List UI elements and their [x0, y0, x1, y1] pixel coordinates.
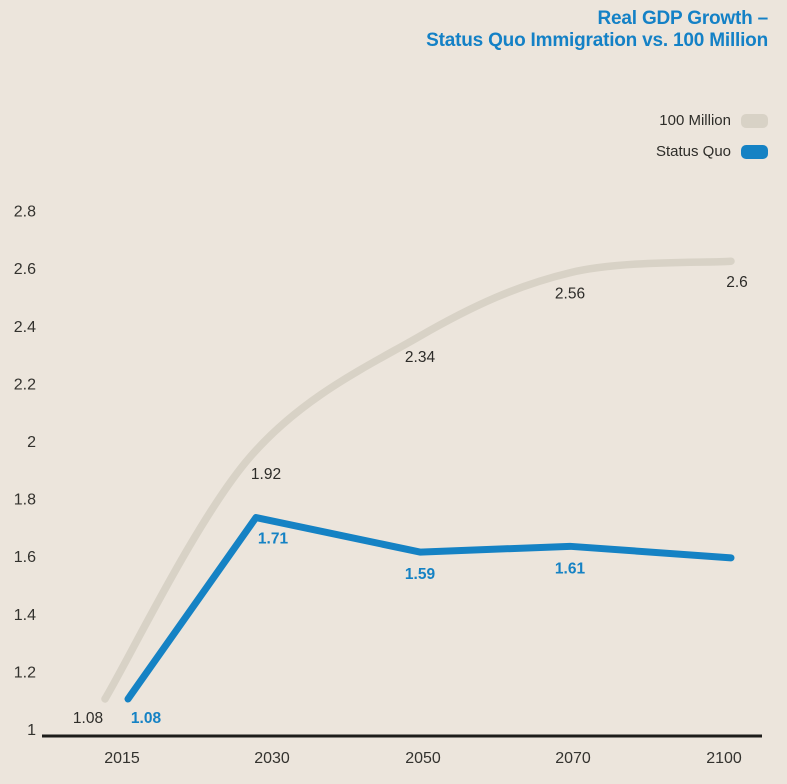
- legend-item-status-quo: Status Quo: [655, 143, 768, 160]
- data-point-label-100-million: 2.56: [555, 286, 585, 303]
- legend-label-100-million: 100 Million: [659, 112, 731, 129]
- data-point-label-status-quo: 1.71: [258, 531, 289, 548]
- legend-swatch-100-million: [741, 113, 768, 128]
- y-tick-label: 2.6: [14, 261, 36, 278]
- x-tick-label: 2030: [254, 750, 290, 767]
- y-tick-label: 2.4: [14, 319, 36, 336]
- x-tick-label: 2070: [555, 750, 591, 767]
- y-tick-label: 2.2: [14, 376, 36, 393]
- legend-label-status-quo: Status Quo: [655, 143, 731, 160]
- data-point-label-100-million: 1.08: [73, 710, 103, 727]
- chart-title-line1: Real GDP Growth –: [597, 8, 769, 29]
- data-point-label-100-million: 2.34: [405, 349, 436, 366]
- series-line-status-quo: [124, 514, 735, 703]
- x-tick-label: 2100: [706, 750, 742, 767]
- y-tick-label: 1.4: [14, 607, 36, 624]
- legend-item-100-million: 100 Million: [656, 112, 768, 129]
- x-tick-label: 2050: [405, 750, 441, 767]
- y-tick-label: 1: [27, 722, 36, 739]
- data-point-label-status-quo: 1.59: [405, 566, 436, 583]
- y-tick-label: 2: [27, 434, 36, 451]
- chart-legend: 100 Million Status Quo: [655, 112, 768, 175]
- data-point-label-100-million: 2.6: [726, 274, 748, 291]
- chart-title: Real GDP Growth – Status Quo Immigration…: [426, 8, 768, 52]
- legend-swatch-status-quo: [741, 144, 768, 159]
- data-point-label-100-million: 1.92: [251, 466, 281, 483]
- x-tick-label: 2015: [104, 750, 140, 767]
- y-tick-label: 2.8: [14, 204, 36, 221]
- y-tick-label: 1.8: [14, 492, 36, 509]
- y-tick-label: 1.6: [14, 549, 36, 566]
- y-tick-label: 1.2: [14, 664, 36, 681]
- chart-title-line2: Status Quo Immigration vs. 100 Million: [426, 30, 768, 52]
- data-point-label-status-quo: 1.08: [131, 710, 162, 727]
- series-line-100-million: [101, 257, 735, 703]
- data-point-label-status-quo: 1.61: [555, 560, 586, 577]
